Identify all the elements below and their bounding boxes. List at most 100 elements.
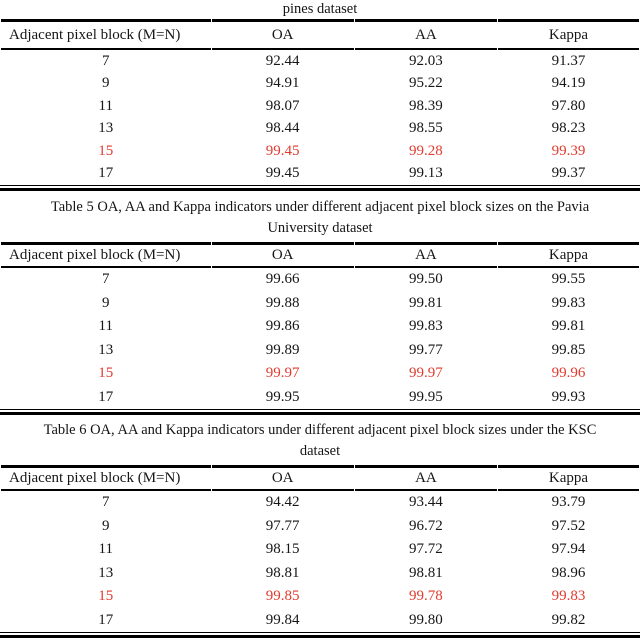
cell-value: 94.91 bbox=[265, 75, 300, 92]
cell-value: 93.79 bbox=[551, 494, 586, 511]
table-row: 11 98.15 97.72 97.94 bbox=[1, 538, 639, 562]
table-row: 13 98.81 98.81 98.96 bbox=[1, 562, 639, 586]
cell-value: 7 bbox=[102, 494, 110, 511]
cell-value: 9 bbox=[102, 75, 110, 92]
cell-value: 99.97 bbox=[409, 365, 443, 382]
cell-value: 93.44 bbox=[409, 494, 443, 511]
col-header-aa: AA bbox=[354, 465, 498, 491]
cell-value: 9 bbox=[102, 294, 110, 311]
col-header-oa: OA bbox=[211, 242, 354, 268]
col-header-aa: AA bbox=[354, 19, 498, 50]
cell-value: 99.84 bbox=[265, 611, 300, 628]
table-row: 17 99.45 99.13 99.37 bbox=[1, 163, 639, 186]
cell-value: 99.81 bbox=[409, 294, 443, 311]
cell-value: 99.77 bbox=[409, 341, 443, 358]
results-table-pines: Adjacent pixel block (M=N) OA AA Kappa 7… bbox=[0, 19, 640, 185]
col-header-kappa: Kappa bbox=[498, 19, 639, 50]
cell-value: 99.83 bbox=[551, 294, 586, 311]
table-caption-pavia: Table 5 OA, AA and Kappa indicators unde… bbox=[0, 197, 640, 239]
col-header-kappa: Kappa bbox=[498, 465, 639, 491]
cell-value: 15 bbox=[98, 365, 114, 382]
cell-value: 99.83 bbox=[409, 318, 443, 335]
table-row: 9 94.91 95.22 94.19 bbox=[1, 73, 639, 96]
cell-value: 99.96 bbox=[551, 365, 586, 382]
table-body-ksc: 7 94.42 93.44 93.79 9 97.77 96.72 97.52 11 98.15 9… bbox=[1, 491, 639, 632]
results-table-ksc: Adjacent pixel block (M=N) OA AA Kappa 7… bbox=[0, 465, 640, 632]
caption-line: pines dataset bbox=[282, 1, 358, 17]
cell-value: 99.85 bbox=[265, 588, 300, 605]
cell-value: 15 bbox=[98, 588, 114, 605]
cell-value: 9 bbox=[102, 517, 110, 534]
table-row: 13 98.44 98.55 98.23 bbox=[1, 118, 639, 141]
cell-value: 99.86 bbox=[265, 318, 300, 335]
table-row-highlighted: 15 99.97 99.97 99.96 bbox=[1, 362, 639, 386]
rule-thick-line bbox=[0, 412, 640, 415]
cell-value: 13 bbox=[98, 120, 114, 137]
table-body-pines: 7 92.44 92.03 91.37 9 94.91 95.22 94.19 11 98.07 9… bbox=[1, 50, 639, 185]
table-caption-pines: pines dataset bbox=[0, 0, 640, 19]
cell-value: 99.37 bbox=[551, 165, 586, 182]
cell-value: 98.81 bbox=[409, 564, 443, 581]
cell-value: 99.66 bbox=[265, 271, 300, 288]
col-header-block: Adjacent pixel block (M=N) bbox=[1, 19, 211, 50]
table-section-pavia: Table 5 OA, AA and Kappa indicators unde… bbox=[0, 197, 640, 415]
rule-thick-line bbox=[0, 188, 640, 191]
cell-value: 99.97 bbox=[265, 365, 300, 382]
cell-value: 98.23 bbox=[551, 120, 586, 137]
cell-value: 98.44 bbox=[265, 120, 300, 137]
table-row: 7 92.44 92.03 91.37 bbox=[1, 50, 639, 73]
cell-value: 99.80 bbox=[409, 611, 443, 628]
cell-value: 97.77 bbox=[265, 517, 300, 534]
caption-line: University dataset bbox=[267, 220, 373, 236]
col-header-kappa: Kappa bbox=[498, 242, 639, 268]
cell-value: 99.78 bbox=[409, 588, 443, 605]
cell-value: 99.95 bbox=[265, 388, 300, 405]
cell-value: 13 bbox=[98, 564, 114, 581]
cell-value: 7 bbox=[102, 52, 110, 69]
cell-value: 99.89 bbox=[265, 341, 300, 358]
table-row: 13 99.89 99.77 99.85 bbox=[1, 339, 639, 363]
rule-thin-line bbox=[0, 632, 640, 633]
table-row: 9 97.77 96.72 97.52 bbox=[1, 515, 639, 539]
cell-value: 98.96 bbox=[551, 564, 586, 581]
col-header-block: Adjacent pixel block (M=N) bbox=[1, 242, 211, 268]
cell-value: 98.07 bbox=[265, 97, 300, 114]
table-row: 17 99.84 99.80 99.82 bbox=[1, 609, 639, 633]
cell-value: 11 bbox=[98, 97, 113, 114]
cell-value: 17 bbox=[98, 611, 114, 628]
cell-value: 7 bbox=[102, 271, 110, 288]
table-row-highlighted: 15 99.45 99.28 99.39 bbox=[1, 140, 639, 163]
cell-value: 91.37 bbox=[551, 52, 586, 69]
col-header-block: Adjacent pixel block (M=N) bbox=[1, 465, 211, 491]
header-row: Adjacent pixel block (M=N) OA AA Kappa bbox=[1, 19, 639, 50]
cell-value: 17 bbox=[98, 165, 114, 182]
cell-value: 99.93 bbox=[551, 388, 586, 405]
cell-value: 98.55 bbox=[409, 120, 443, 137]
cell-value: 13 bbox=[98, 341, 114, 358]
cell-value: 99.95 bbox=[409, 388, 443, 405]
table-caption-ksc: Table 6 OA, AA and Kappa indicators unde… bbox=[0, 420, 640, 462]
cell-value: 99.82 bbox=[551, 611, 586, 628]
cell-value: 98.39 bbox=[409, 97, 443, 114]
table-body-pavia: 7 99.66 99.50 99.55 9 99.88 99.81 99.83 11 99.86 9… bbox=[1, 268, 639, 409]
table-row-highlighted: 15 99.85 99.78 99.83 bbox=[1, 585, 639, 609]
cell-value: 99.85 bbox=[551, 341, 586, 358]
table-row: 7 99.66 99.50 99.55 bbox=[1, 268, 639, 292]
cell-value: 99.50 bbox=[409, 271, 443, 288]
cell-value: 98.15 bbox=[265, 541, 300, 558]
cell-value: 99.88 bbox=[265, 294, 300, 311]
caption-line: Table 6 OA, AA and Kappa indicators unde… bbox=[43, 422, 597, 438]
table-section-pines: pines dataset Adjacent pixel block (M=N)… bbox=[0, 0, 640, 191]
cell-value: 96.72 bbox=[409, 517, 443, 534]
cell-value: 99.13 bbox=[409, 165, 443, 182]
table-bottom-rule bbox=[0, 632, 640, 638]
rule-thin-line bbox=[0, 185, 640, 186]
table-row: 17 99.95 99.95 99.93 bbox=[1, 386, 639, 410]
cell-value: 99.45 bbox=[265, 165, 300, 182]
cell-value: 95.22 bbox=[409, 75, 443, 92]
table-section-ksc: Table 6 OA, AA and Kappa indicators unde… bbox=[0, 420, 640, 638]
results-table-pavia: Adjacent pixel block (M=N) OA AA Kappa 7… bbox=[0, 242, 640, 409]
caption-line: Table 5 OA, AA and Kappa indicators unde… bbox=[50, 199, 590, 215]
table-row: 11 99.86 99.83 99.81 bbox=[1, 315, 639, 339]
